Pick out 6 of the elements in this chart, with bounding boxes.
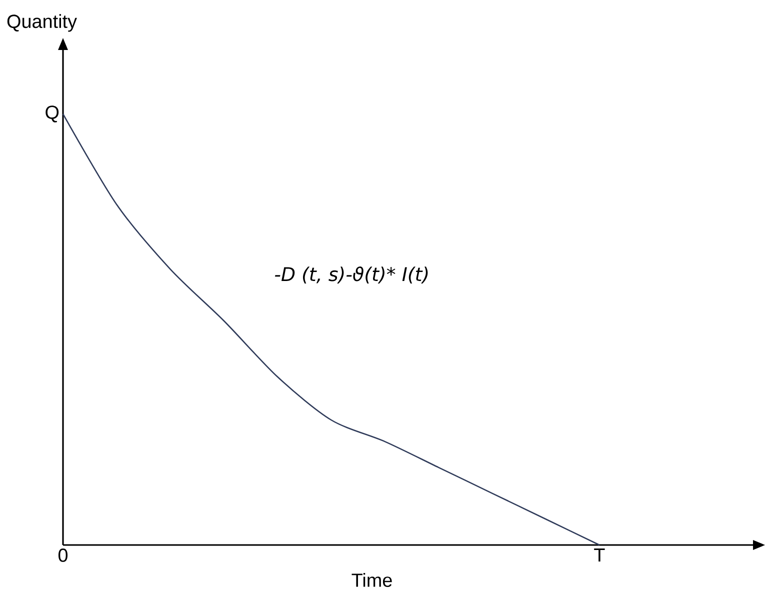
y-axis-title: Quantity — [7, 14, 77, 32]
x-axis-title: Time — [352, 573, 392, 587]
annotation: -D (t, s)-ϑ(t)* I(t) — [274, 266, 428, 284]
text: T — [594, 548, 605, 562]
text: 0 — [58, 548, 68, 562]
text: Q — [46, 106, 59, 122]
